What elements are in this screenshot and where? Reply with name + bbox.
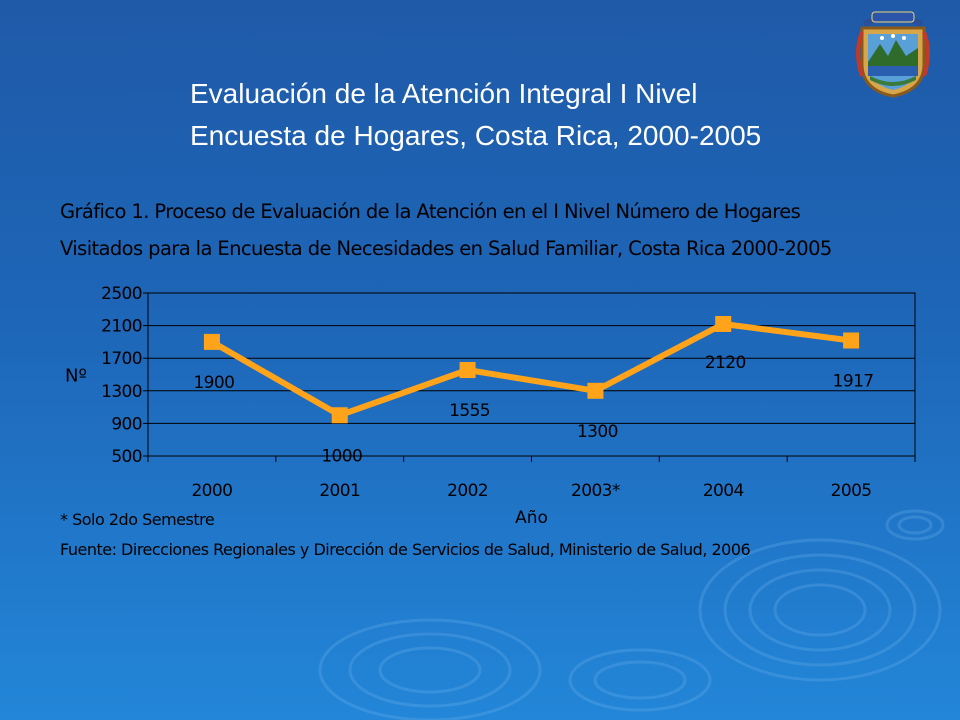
- x-tick-label: 2003*: [571, 481, 620, 501]
- data-label: 1000: [321, 446, 362, 466]
- chart-source: Fuente: Direcciones Regionales y Direcci…: [60, 540, 751, 559]
- slide-title-line-1: Evaluación de la Atención Integral I Niv…: [190, 78, 698, 109]
- data-point: [715, 315, 732, 332]
- y-tick-label: 1700: [101, 349, 142, 369]
- slide-title-line-2: Encuesta de Hogares, Costa Rica, 2000-20…: [190, 120, 762, 151]
- figure-caption-line-1: Gráfico 1. Proceso de Evaluación de la A…: [60, 200, 801, 223]
- data-point: [843, 332, 860, 349]
- data-point: [331, 407, 348, 424]
- data-label: 2120: [705, 353, 746, 373]
- data-label: 1300: [577, 422, 618, 442]
- data-label: 1900: [193, 373, 234, 393]
- x-tick-label: 2000: [191, 481, 232, 501]
- y-tick-label: 1300: [101, 382, 142, 402]
- y-tick-label: 2100: [101, 317, 142, 337]
- y-tick-label: 500: [111, 447, 142, 467]
- data-point: [203, 333, 220, 350]
- y-tick-label: 900: [111, 414, 142, 434]
- x-tick-label: 2005: [831, 481, 872, 501]
- chart-footnote: * Solo 2do Semestre: [60, 510, 215, 529]
- x-tick-label: 2002: [447, 481, 488, 501]
- y-tick-label: 2500: [101, 284, 142, 304]
- data-label: 1917: [833, 372, 874, 392]
- x-tick-label: 2001: [319, 481, 360, 501]
- series-line: [210, 320, 852, 419]
- data-point: [587, 382, 604, 399]
- data-label: 1555: [449, 401, 490, 421]
- costa-rica-coat-of-arms-icon: [856, 11, 930, 98]
- x-axis-title: Año: [515, 508, 548, 528]
- x-tick-label: 2004: [703, 481, 744, 501]
- figure-caption-line-2: Visitados para la Encuesta de Necesidade…: [60, 237, 832, 260]
- y-axis-title: Nº: [65, 366, 87, 387]
- data-point: [459, 362, 476, 379]
